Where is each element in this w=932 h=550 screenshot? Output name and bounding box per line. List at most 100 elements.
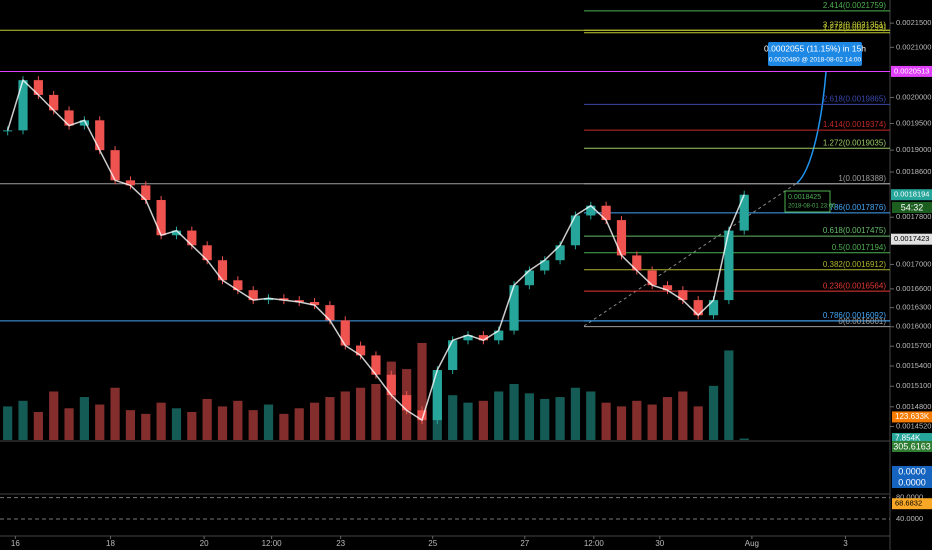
volume-bar — [524, 393, 534, 440]
rsi-tick-label: 80.0000 — [896, 493, 923, 502]
volume-bar — [263, 404, 274, 440]
volume-label-box — [892, 433, 932, 445]
projection-box — [768, 42, 862, 66]
candle — [662, 285, 673, 291]
fib-label: 1.414(0.0019374) — [823, 120, 887, 129]
candle — [33, 80, 43, 95]
candle — [509, 285, 519, 331]
macd-label: 305.6163 — [893, 441, 931, 451]
candle — [371, 355, 381, 375]
volume-label: 7.854K — [895, 434, 921, 443]
volume-bar — [371, 384, 381, 440]
volume-bar — [156, 402, 166, 440]
fib-label: 0.5(0.0017194) — [832, 243, 887, 252]
volume-bar — [3, 406, 13, 440]
volume-bar — [294, 408, 304, 440]
candle — [540, 260, 550, 271]
volume-bar — [279, 413, 289, 440]
volume-bar — [509, 384, 519, 440]
candle — [739, 194, 749, 231]
fib-label: 0.382(0.0016912) — [823, 260, 887, 269]
y-tick-label: 0.0017000 — [896, 259, 931, 268]
volume-bar — [64, 408, 74, 440]
price-label: 0.0020513 — [894, 66, 929, 75]
price-label: 0.0018194 — [894, 190, 929, 199]
countdown: 54:32 — [901, 202, 924, 212]
candle — [125, 180, 136, 186]
volume-bar — [540, 398, 550, 440]
volume-bar — [478, 400, 488, 440]
macd-box — [892, 466, 932, 477]
y-tick-label: 0.0016300 — [896, 303, 931, 312]
volume-bar — [171, 408, 182, 440]
y-tick-label: 0.0021000 — [896, 42, 931, 51]
volume-bar — [739, 438, 749, 440]
candle — [18, 80, 28, 131]
volume-bar — [386, 361, 396, 440]
macd-label: 0.0000 — [898, 477, 926, 487]
y-tick-label: 0.0014520 — [896, 421, 931, 430]
volume-bar — [95, 404, 105, 440]
volume-bar — [555, 397, 565, 440]
rsi-current-box — [892, 498, 932, 510]
candle — [248, 290, 258, 301]
candle — [478, 335, 488, 341]
volume-label-box — [892, 411, 932, 423]
candle — [463, 335, 473, 341]
candle — [95, 120, 105, 151]
volume-bar — [463, 402, 473, 440]
volume-bar — [647, 404, 657, 440]
macd-box — [892, 441, 932, 452]
volume-bar — [632, 400, 642, 440]
candle — [49, 94, 59, 111]
candle — [156, 200, 166, 236]
y-tick-label: 0.0017800 — [896, 212, 931, 221]
candle — [263, 298, 274, 301]
candle — [356, 345, 366, 356]
candle — [448, 340, 458, 371]
x-tick-label: 3 — [843, 539, 848, 548]
candle — [432, 370, 442, 421]
candle — [217, 260, 228, 281]
volume-bar — [417, 342, 427, 440]
volume-bar — [110, 387, 120, 440]
candle — [570, 215, 581, 246]
candle — [678, 290, 688, 301]
y-tick-label: 0.0014800 — [896, 402, 931, 411]
volume-bar — [340, 391, 350, 440]
candle — [586, 205, 596, 216]
candle — [171, 230, 182, 236]
fib-label: 1.272(0.0021299) — [823, 23, 887, 32]
volume-bar — [33, 412, 43, 440]
x-tick-label: 27 — [520, 539, 529, 548]
volume-label: 123.633K — [895, 412, 930, 421]
candle — [340, 320, 350, 346]
volume-bar — [586, 391, 596, 440]
projection-title: 0.0002055 (11.15%) in 15h — [764, 43, 866, 53]
projection-detail: 0.0020480 @ 2018-08-02 14:00 — [769, 57, 862, 64]
y-tick-label: 0.0019000 — [896, 145, 931, 154]
x-tick-label: 20 — [200, 539, 209, 548]
fib-label: 2.618(0.0019865) — [823, 95, 887, 104]
y-tick-label: 0.0018600 — [896, 167, 931, 176]
candle — [110, 150, 120, 181]
fib-label: 0.786(0.0017876) — [823, 203, 887, 212]
fib-label: 0(0.0016001) — [838, 317, 886, 326]
candle — [555, 245, 565, 261]
fib-label: 1.272(0.0019035) — [823, 138, 887, 147]
countdown-box — [892, 202, 932, 213]
x-tick-label: 30 — [655, 539, 664, 548]
price-label-box — [891, 189, 932, 201]
rsi-current-label: 68.6832 — [895, 499, 922, 508]
candle — [386, 374, 396, 396]
volume-bar — [693, 406, 703, 440]
y-tick-label: 0.0015400 — [896, 361, 931, 370]
volume-bar — [708, 385, 719, 440]
y-tick-label: 0.0016600 — [896, 284, 931, 293]
fib-label: 1(0.0018388) — [838, 174, 886, 183]
candle — [233, 280, 243, 291]
anchor-price: 0.0018425 — [788, 194, 821, 201]
x-tick-label: 18 — [106, 539, 115, 548]
candle — [524, 270, 534, 286]
